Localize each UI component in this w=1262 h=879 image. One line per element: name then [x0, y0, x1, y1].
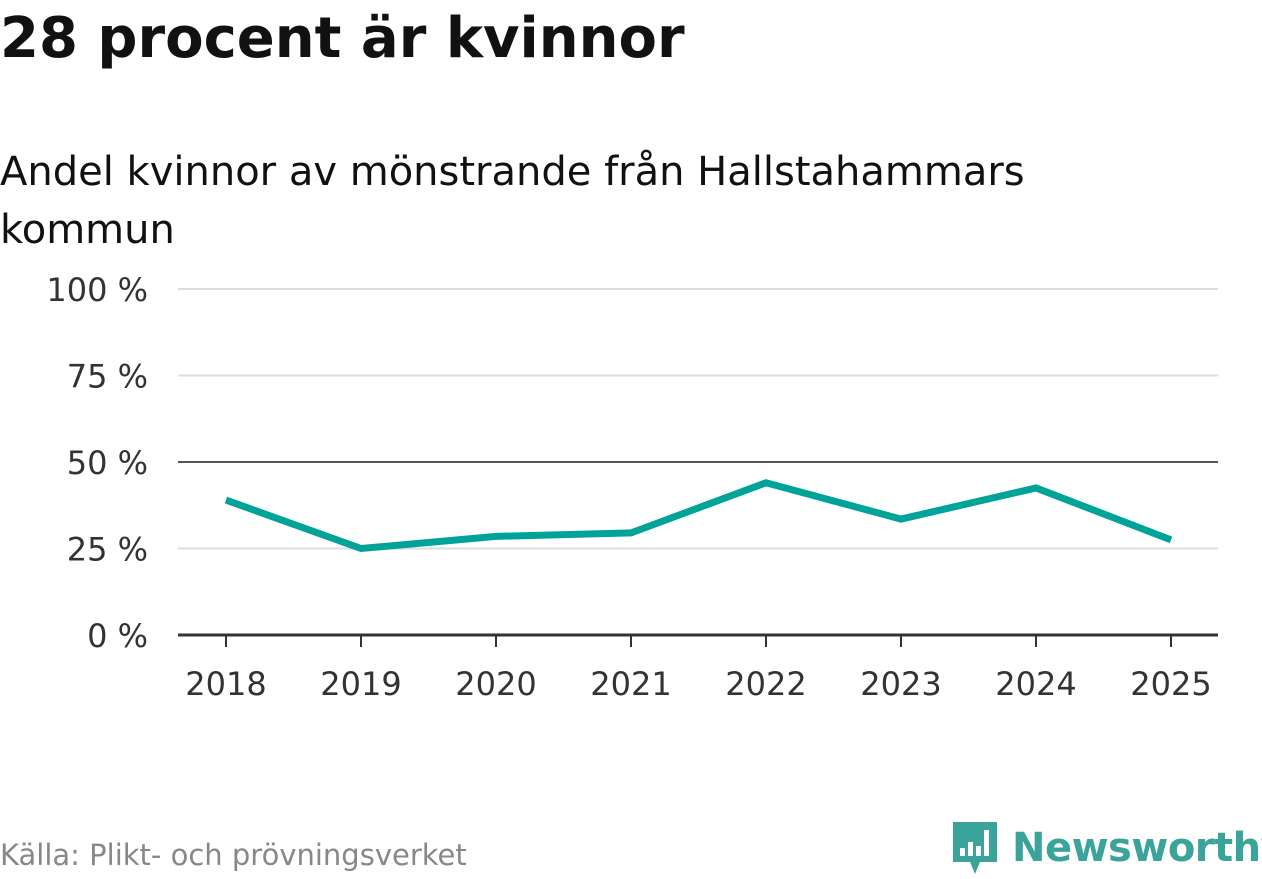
x-axis: 2018 2019 2020 2021 2022 2023 2024 2025: [178, 633, 1218, 703]
brand-logo: Newsworthy: [950, 818, 1262, 878]
x-tick-label-2018: 2018: [185, 665, 266, 703]
x-tick-label-2025: 2025: [1130, 665, 1211, 703]
x-tick-label-2023: 2023: [860, 665, 941, 703]
series-line-0: [224, 479, 1173, 553]
source-note: Källa: Plikt- och prövningsverket: [0, 838, 467, 872]
chart-title: 28 procent är kvinnor: [0, 6, 685, 71]
chart-subtitle: Andel kvinnor av mönstrande från Hallsta…: [0, 149, 1025, 253]
x-tick-label-2019: 2019: [320, 665, 401, 703]
y-tick-label: 0 %: [87, 617, 148, 655]
y-tick-label: 75 %: [67, 358, 148, 396]
y-axis-ticks: 0 % 25 % 50 % 75 % 100 %: [46, 271, 148, 655]
brand-name: Newsworthy: [1012, 825, 1262, 871]
y-tick-label: 100 %: [46, 271, 148, 309]
x-tick-label-2021: 2021: [590, 665, 671, 703]
x-tick-label-2020: 2020: [455, 665, 536, 703]
newsworthy-logo-icon: [953, 822, 997, 874]
series-lines: [224, 479, 1173, 553]
y-tick-label: 25 %: [67, 531, 148, 569]
x-tick-label-2024: 2024: [995, 665, 1076, 703]
x-tick-label-2022: 2022: [725, 665, 806, 703]
y-tick-label: 50 %: [67, 444, 148, 482]
